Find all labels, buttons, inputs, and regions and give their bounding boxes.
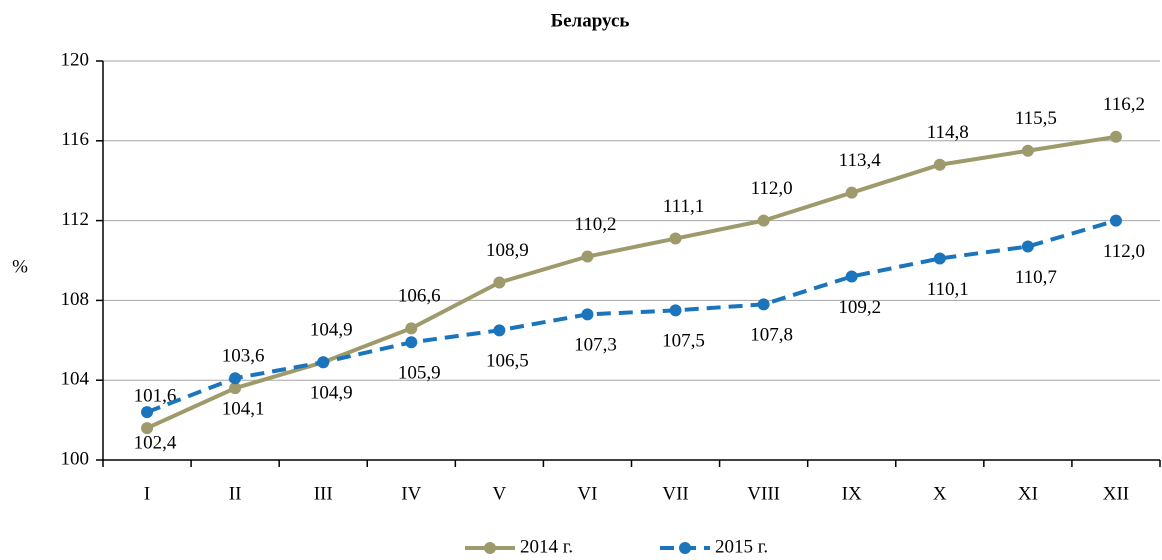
y-axis-label: % — [12, 256, 28, 277]
data-label: 109,2 — [838, 297, 881, 318]
y-tick-label: 120 — [61, 49, 90, 70]
data-label: 104,9 — [310, 383, 353, 404]
marker — [229, 372, 242, 385]
legend-marker — [679, 542, 691, 554]
marker — [493, 276, 506, 289]
data-label: 112,0 — [1103, 241, 1145, 262]
data-label: 102,4 — [134, 432, 177, 453]
y-tick-label: 104 — [61, 369, 90, 390]
marker — [141, 422, 154, 435]
marker — [1109, 130, 1122, 143]
x-tick-label: II — [229, 483, 242, 504]
data-label: 107,5 — [662, 331, 705, 352]
data-label: 110,2 — [574, 214, 616, 235]
marker — [141, 406, 154, 419]
x-tick-label: VII — [662, 483, 688, 504]
x-tick-label: I — [144, 483, 150, 504]
marker — [581, 308, 594, 321]
data-label: 111,1 — [663, 196, 704, 217]
marker — [405, 336, 418, 349]
data-label: 106,6 — [398, 286, 441, 307]
chart-title: Беларусь — [551, 10, 630, 31]
data-label: 107,3 — [574, 335, 617, 356]
data-label: 105,9 — [398, 363, 441, 384]
data-label: 113,4 — [839, 150, 882, 171]
x-tick-label: III — [314, 483, 333, 504]
x-tick-label: IV — [401, 483, 421, 504]
series-line — [146, 218, 1117, 414]
marker — [405, 322, 418, 335]
y-tick-label: 100 — [61, 448, 90, 469]
data-label: 104,1 — [222, 399, 265, 420]
data-label: 108,9 — [486, 240, 529, 261]
data-label: 101,6 — [134, 385, 177, 406]
data-label: 116,2 — [1103, 94, 1145, 115]
data-label: 106,5 — [486, 351, 529, 372]
data-label: 110,7 — [1015, 267, 1057, 288]
data-label: 104,9 — [310, 320, 353, 341]
marker — [1021, 240, 1034, 253]
data-label: 107,8 — [750, 325, 793, 346]
marker — [933, 158, 946, 171]
x-tick-label: IX — [842, 483, 862, 504]
data-label: 115,5 — [1015, 108, 1057, 129]
legend-label: 2014 г. — [520, 536, 573, 557]
legend-marker — [484, 542, 496, 554]
marker — [229, 382, 242, 395]
y-tick-label: 112 — [61, 209, 89, 230]
marker — [757, 298, 770, 311]
marker — [845, 270, 858, 283]
marker — [581, 250, 594, 263]
marker — [669, 304, 682, 317]
data-label: 103,6 — [222, 346, 265, 367]
marker — [493, 324, 506, 337]
marker — [845, 186, 858, 199]
marker — [317, 356, 330, 369]
y-tick-label: 116 — [61, 129, 89, 150]
x-tick-label: X — [933, 483, 947, 504]
marker — [933, 252, 946, 265]
x-tick-label: VIII — [747, 483, 780, 504]
series-line — [146, 134, 1117, 430]
data-label: 110,1 — [927, 279, 969, 300]
marker — [1109, 214, 1122, 227]
marker — [1021, 144, 1034, 157]
marker — [669, 232, 682, 245]
x-tick-label: XII — [1103, 483, 1129, 504]
x-tick-label: VI — [577, 483, 597, 504]
x-tick-label: XI — [1018, 483, 1038, 504]
marker — [757, 214, 770, 227]
x-tick-label: V — [493, 483, 507, 504]
data-label: 112,0 — [751, 178, 793, 199]
legend-label: 2015 г. — [715, 536, 768, 557]
y-tick-label: 108 — [61, 289, 90, 310]
data-label: 114,8 — [927, 122, 969, 143]
